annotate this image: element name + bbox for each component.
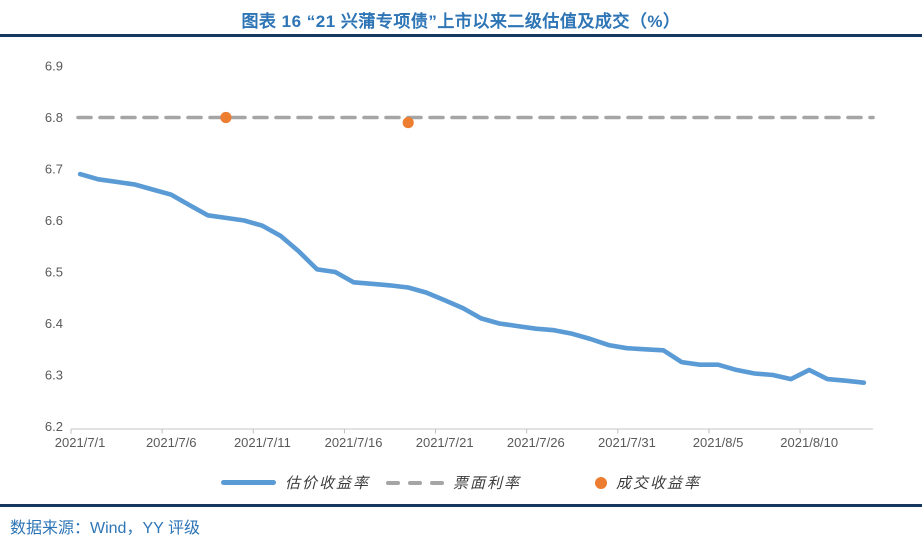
legend-label-coupon-rate: 票面利率	[452, 474, 521, 492]
line-series-swatch	[220, 480, 276, 485]
dashed-series-swatch	[385, 480, 444, 485]
svg-text:6.5: 6.5	[45, 265, 63, 280]
svg-text:2021/7/21: 2021/7/21	[416, 435, 474, 450]
scatter-series-swatch	[595, 476, 607, 489]
chart-title: 图表 16 “21 兴蒲专项债”上市以来二级估值及成交（%）	[241, 12, 681, 31]
svg-text:2021/7/31: 2021/7/31	[598, 435, 656, 450]
svg-text:6.4: 6.4	[45, 316, 63, 331]
legend-item-valuation-yield: 估价收益率	[220, 472, 370, 493]
svg-text:2021/7/6: 2021/7/6	[146, 435, 197, 450]
svg-text:2021/8/10: 2021/8/10	[780, 435, 838, 450]
svg-text:2021/7/11: 2021/7/11	[234, 435, 291, 450]
legend-label-valuation-yield: 估价收益率	[284, 474, 370, 492]
svg-text:2021/8/5: 2021/8/5	[693, 435, 744, 450]
svg-text:6.3: 6.3	[45, 368, 63, 383]
data-source-note: 数据来源：Wind，YY 评级	[10, 520, 200, 537]
svg-text:2021/7/1: 2021/7/1	[55, 435, 106, 450]
svg-text:6.2: 6.2	[45, 419, 63, 434]
svg-text:6.7: 6.7	[45, 162, 63, 177]
svg-text:2021/7/16: 2021/7/16	[325, 435, 383, 450]
legend-item-coupon-rate: 票面利率	[385, 472, 521, 493]
chart-legend: 估价收益率 票面利率 成交收益率	[0, 472, 922, 493]
svg-text:6.8: 6.8	[45, 110, 63, 125]
svg-text:6.6: 6.6	[45, 213, 63, 228]
footer-divider-rule	[0, 504, 922, 507]
legend-item-trade-yield: 成交收益率	[595, 472, 701, 493]
svg-text:6.9: 6.9	[45, 59, 63, 74]
title-divider-rule	[0, 34, 922, 37]
svg-text:2021/7/26: 2021/7/26	[507, 435, 565, 450]
legend-label-trade-yield: 成交收益率	[616, 474, 702, 492]
